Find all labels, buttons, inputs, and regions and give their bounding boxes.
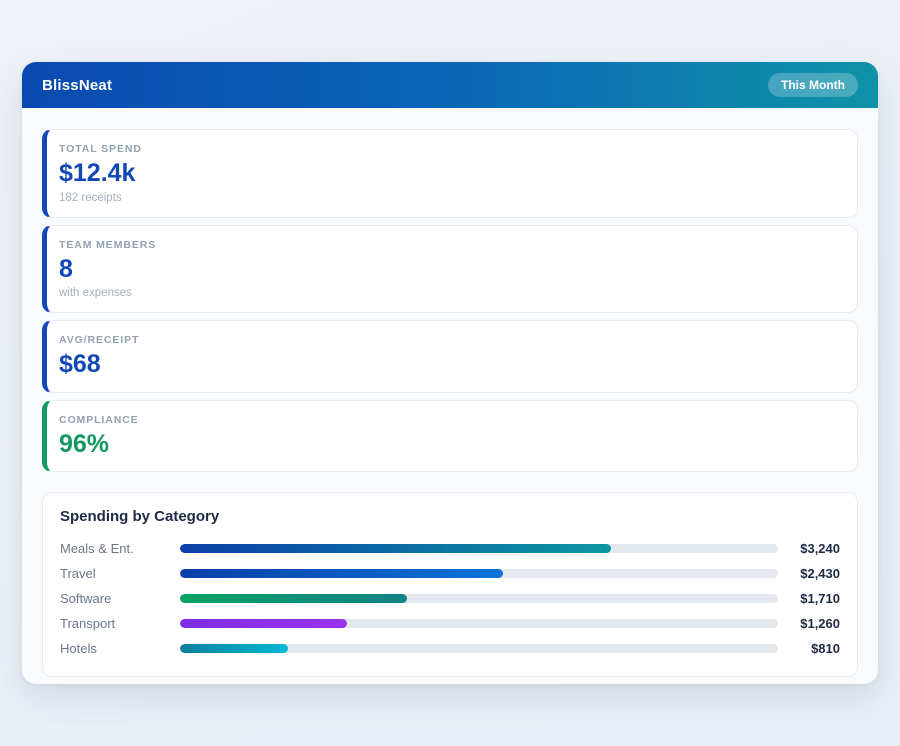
stat-card-team-members: TEAM MEMBERS 8 with expenses (42, 225, 858, 314)
bar-fill (180, 569, 503, 578)
chart-title: Spending by Category (60, 508, 840, 525)
stat-value: $12.4k (59, 160, 841, 188)
chart-category-label: Transport (60, 616, 180, 631)
chart-row-transport: Transport $1,260 (60, 611, 840, 636)
chart-value-label: $3,240 (778, 541, 840, 556)
spending-chart-card: Spending by Category Meals & Ent. $3,240 T… (42, 492, 858, 677)
stat-card-avg-receipt: AVG/RECEIPT $68 (42, 320, 858, 393)
stat-label: TEAM MEMBERS (59, 239, 841, 251)
chart-row-meals-ent: Meals & Ent. $3,240 (60, 536, 840, 561)
stat-label: TOTAL SPEND (59, 143, 841, 155)
chart-category-label: Travel (60, 566, 180, 581)
bar-track (180, 544, 778, 553)
chart-rows: Meals & Ent. $3,240 Travel $2,430 Software $1… (60, 536, 840, 661)
stat-subtext: with expenses (59, 287, 841, 299)
stat-label: COMPLIANCE (59, 414, 841, 426)
chart-value-label: $810 (778, 641, 840, 656)
stats-list: TOTAL SPEND $12.4k 182 receipts TEAM MEMBER… (42, 129, 858, 472)
bar-track (180, 644, 778, 653)
stat-card-compliance: COMPLIANCE 96% (42, 400, 858, 473)
bar-fill (180, 544, 611, 553)
stat-label: AVG/RECEIPT (59, 334, 841, 346)
bar-track (180, 619, 778, 628)
bar-fill (180, 644, 288, 653)
dashboard-panel: BlissNeat This Month TOTAL SPEND $12.4k 18… (22, 62, 878, 684)
chart-row-travel: Travel $2,430 (60, 561, 840, 586)
chart-row-hotels: Hotels $810 (60, 636, 840, 661)
chart-value-label: $1,260 (778, 616, 840, 631)
stat-value: 8 (59, 256, 841, 284)
bar-track (180, 594, 778, 603)
stat-subtext: 182 receipts (59, 192, 841, 204)
bar-fill (180, 619, 347, 628)
stat-value: $68 (59, 351, 841, 379)
chart-category-label: Software (60, 591, 180, 606)
period-badge[interactable]: This Month (768, 73, 858, 97)
stat-card-total-spend: TOTAL SPEND $12.4k 182 receipts (42, 129, 858, 218)
chart-value-label: $2,430 (778, 566, 840, 581)
chart-category-label: Meals & Ent. (60, 541, 180, 556)
chart-value-label: $1,710 (778, 591, 840, 606)
chart-category-label: Hotels (60, 641, 180, 656)
app-header: BlissNeat This Month (22, 62, 878, 108)
bar-fill (180, 594, 407, 603)
dashboard-content: TOTAL SPEND $12.4k 182 receipts TEAM MEMBER… (22, 108, 878, 684)
chart-row-software: Software $1,710 (60, 586, 840, 611)
app-title: BlissNeat (42, 77, 112, 94)
bar-track (180, 569, 778, 578)
stat-value: 96% (59, 431, 841, 459)
